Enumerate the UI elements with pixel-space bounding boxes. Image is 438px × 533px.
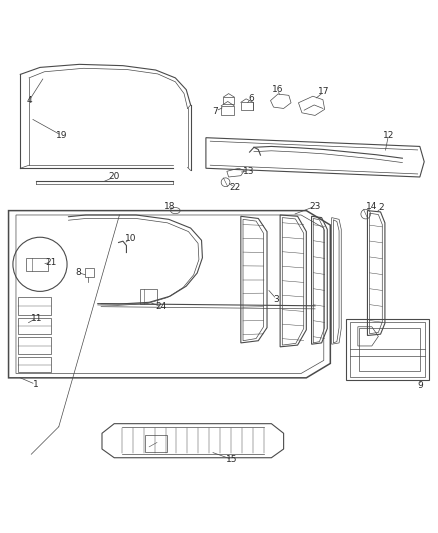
- Text: 16: 16: [272, 85, 284, 94]
- Text: 18: 18: [163, 202, 175, 211]
- Text: 7: 7: [212, 107, 219, 116]
- Text: 22: 22: [229, 182, 240, 191]
- Text: 20: 20: [109, 173, 120, 182]
- Text: 4: 4: [26, 96, 32, 105]
- Text: 12: 12: [383, 131, 394, 140]
- Text: 3: 3: [274, 295, 279, 304]
- Text: 6: 6: [248, 94, 254, 103]
- Text: 17: 17: [318, 87, 329, 96]
- Text: 24: 24: [156, 302, 167, 311]
- Text: 2: 2: [378, 204, 384, 213]
- Text: 15: 15: [226, 455, 238, 464]
- Text: 19: 19: [56, 131, 67, 140]
- Text: 11: 11: [31, 313, 42, 322]
- Text: 21: 21: [45, 257, 57, 266]
- Text: 23: 23: [309, 202, 321, 211]
- Text: 9: 9: [418, 381, 424, 390]
- Text: 13: 13: [243, 167, 254, 176]
- Text: 14: 14: [366, 202, 378, 211]
- Text: 10: 10: [125, 233, 137, 243]
- Text: 8: 8: [75, 268, 81, 277]
- Text: 1: 1: [33, 380, 39, 389]
